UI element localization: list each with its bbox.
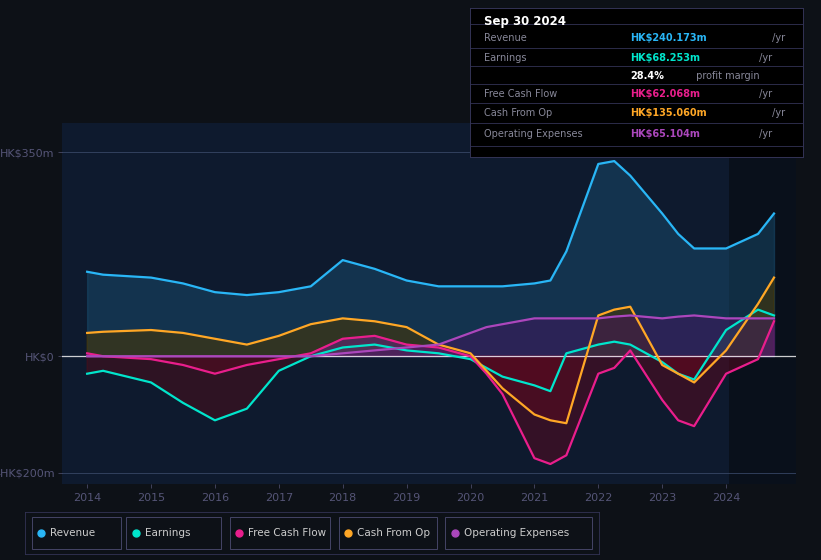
Text: HK$62.068m: HK$62.068m [630, 88, 700, 99]
Text: Cash From Op: Cash From Op [357, 529, 430, 538]
Text: 28.4%: 28.4% [630, 71, 664, 81]
Text: Operating Expenses: Operating Expenses [484, 129, 582, 139]
Text: Operating Expenses: Operating Expenses [464, 529, 569, 538]
Bar [729, 123, 796, 484]
Text: /yr: /yr [769, 108, 785, 118]
Text: HK$135.060m: HK$135.060m [630, 108, 707, 118]
Text: Revenue: Revenue [484, 33, 526, 43]
Text: Free Cash Flow: Free Cash Flow [248, 529, 326, 538]
Text: HK$65.104m: HK$65.104m [630, 129, 700, 139]
Text: profit margin: profit margin [693, 71, 760, 81]
Text: /yr: /yr [769, 33, 785, 43]
Text: Earnings: Earnings [484, 53, 526, 63]
Text: /yr: /yr [756, 53, 773, 63]
Text: Sep 30 2024: Sep 30 2024 [484, 15, 566, 28]
Text: Cash From Op: Cash From Op [484, 108, 552, 118]
Text: Revenue: Revenue [50, 529, 95, 538]
Text: HK$68.253m: HK$68.253m [630, 53, 700, 63]
Text: Earnings: Earnings [144, 529, 190, 538]
Text: /yr: /yr [756, 88, 773, 99]
Text: /yr: /yr [756, 129, 773, 139]
Text: Free Cash Flow: Free Cash Flow [484, 88, 557, 99]
Text: HK$240.173m: HK$240.173m [630, 33, 707, 43]
